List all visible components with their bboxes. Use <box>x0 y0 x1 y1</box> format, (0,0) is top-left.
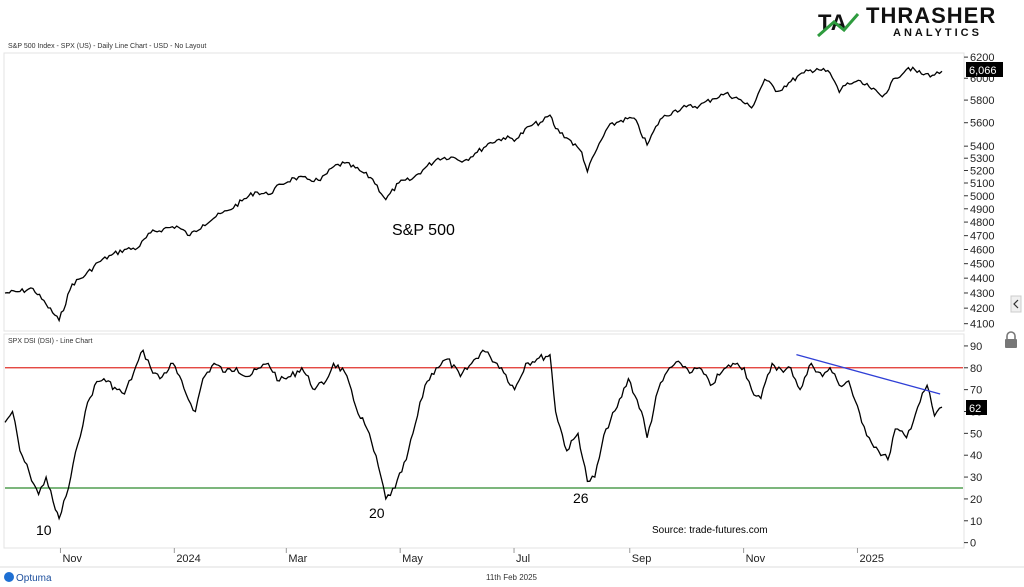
upper-y-tick-label: 4600 <box>970 245 994 257</box>
logo-arrow-icon <box>817 13 860 38</box>
upper-y-tick-label: 4300 <box>970 288 994 300</box>
upper-panel-frame <box>3 52 965 332</box>
x-tick-label: 2025 <box>859 553 883 565</box>
x-tick-label: Nov <box>62 553 82 565</box>
upper-y-tick-label: 4200 <box>970 303 994 315</box>
x-tick-label: 2024 <box>176 553 200 565</box>
dsi-last-value: 62 <box>969 403 981 415</box>
dsi-line <box>4 349 943 521</box>
lower-y-tick-label: 40 <box>970 450 982 462</box>
upper-y-tick-label: 5100 <box>970 178 994 190</box>
footer-date: 11th Feb 2025 <box>486 573 538 582</box>
spx-annotation: S&P 500 <box>392 222 455 239</box>
logo: TA THRASHER ANALYTICS <box>817 3 996 39</box>
footer-brand: Optuma <box>16 573 52 584</box>
dsi-last-value-bg <box>966 400 987 415</box>
logo-main: THRASHER <box>866 3 996 28</box>
lower-y-tick-label: 0 <box>970 538 976 550</box>
lower-y-tick-label: 70 <box>970 385 982 397</box>
upper-y-tick-label: 4900 <box>970 204 994 216</box>
source-note: Source: trade-futures.com <box>652 525 768 536</box>
lower-y-tick-label: 90 <box>970 341 982 353</box>
dsi-low-label-1: 10 <box>36 522 52 538</box>
dsi-low-label-2: 20 <box>369 505 385 521</box>
dsi-low-label-3: 26 <box>573 490 589 506</box>
lower-y-tick-label: 20 <box>970 494 982 506</box>
upper-y-tick-label: 4800 <box>970 217 994 229</box>
lower-y-tick-label: 80 <box>970 363 982 375</box>
upper-y-tick-label: 5800 <box>970 95 994 107</box>
upper-y-tick-label: 5600 <box>970 118 994 130</box>
x-tick-label: Jul <box>516 553 530 565</box>
spx-last-value-bg <box>966 62 1003 77</box>
upper-y-tick-label: 4700 <box>970 231 994 243</box>
upper-y-tick-label: 4500 <box>970 259 994 271</box>
lower-chart-title: SPX DSI (DSI) - Line Chart <box>8 338 92 345</box>
chevron-left-icon <box>1013 299 1019 309</box>
spx-last-value: 6,066 <box>969 65 997 77</box>
upper-y-tick-label: 6200 <box>970 52 994 64</box>
scroll-handle[interactable] <box>1010 295 1022 313</box>
upper-y-axis: 4100 4200 4300 4400 4500 4600 4700 480049005000… <box>964 52 994 331</box>
upper-y-tick-label: 5400 <box>970 141 994 153</box>
spx-price-line <box>4 66 943 323</box>
upper-y-tick-label: 4400 <box>970 273 994 285</box>
dsi-trendline <box>796 354 941 395</box>
lower-y-tick-label: 10 <box>970 516 982 528</box>
lower-y-tick-label: 50 <box>970 428 982 440</box>
x-axis: Nov 2024 Mar May Jul Sep Nov 2025 <box>59 548 884 565</box>
upper-y-tick-label: 5000 <box>970 191 994 203</box>
upper-y-tick-label: 5200 <box>970 165 994 177</box>
upper-chart-title: S&P 500 Index - SPX (US) - Daily Line Ch… <box>8 43 206 50</box>
x-tick-label: Mar <box>288 553 307 565</box>
lower-panel-frame <box>3 333 965 549</box>
logo-sub: ANALYTICS <box>893 27 982 39</box>
x-tick-label: Nov <box>746 553 766 565</box>
upper-y-tick-label: 5300 <box>970 153 994 165</box>
lower-y-axis: 0102030405060708090 <box>964 341 982 550</box>
x-tick-label: Sep <box>632 553 652 565</box>
lower-y-tick-label: 30 <box>970 472 982 484</box>
upper-y-tick-label: 4100 <box>970 319 994 331</box>
optuma-logo-icon <box>4 572 14 582</box>
dsi-bands <box>5 367 963 489</box>
x-tick-label: May <box>402 553 423 565</box>
lock-icon[interactable] <box>1005 331 1017 348</box>
